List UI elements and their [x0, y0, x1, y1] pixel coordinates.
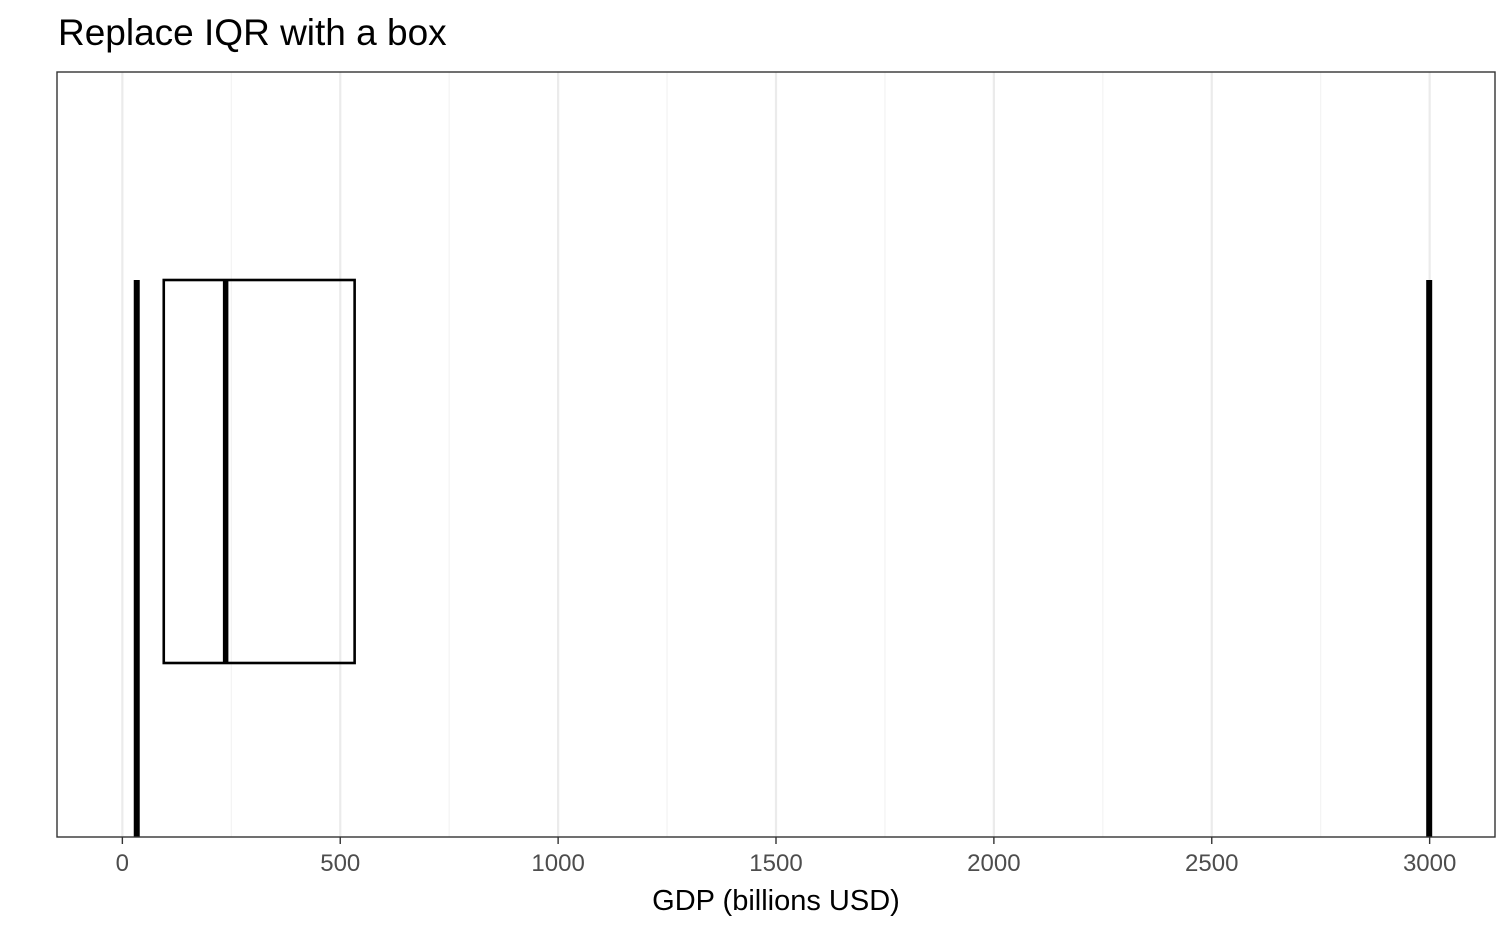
x-tick-label-3000: 3000: [1403, 850, 1456, 877]
grid-layer: [121, 72, 1431, 837]
chart-title: Replace IQR with a box: [58, 12, 447, 53]
x-tick-label-2500: 2500: [1185, 850, 1238, 877]
x-tick-label-0: 0: [116, 850, 129, 877]
x-tick-label-1000: 1000: [531, 850, 584, 877]
marks-layer: [133, 278, 1433, 837]
x-tick-label-1500: 1500: [749, 850, 802, 877]
iqr-box: [162, 278, 356, 665]
x-tick-label-2000: 2000: [967, 850, 1020, 877]
x-tick-label-500: 500: [320, 850, 360, 877]
x-axis-label: GDP (billions USD): [652, 885, 900, 917]
x-axis: 0 500 1000 1500 2000 2500 3000: [116, 837, 1456, 877]
